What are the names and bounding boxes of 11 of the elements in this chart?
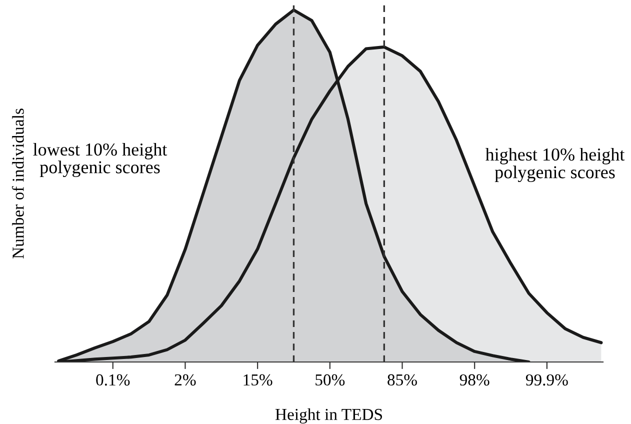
x-tick-label: 2% (174, 374, 196, 386)
x-tick-label: 85% (388, 374, 417, 386)
x-tick-label: 99.9% (526, 374, 568, 386)
x-tick-label: 50% (316, 374, 345, 386)
x-axis-title: Height in TEDS (275, 408, 382, 424)
annotation: lowest 10% height polygenic scores (33, 142, 168, 178)
x-tick-label: 15% (244, 374, 272, 386)
x-tick-label: 0.1% (96, 374, 130, 386)
y-axis-title: Number of individuals (12, 108, 24, 258)
x-tick-label: 98% (460, 374, 490, 386)
annotation: highest 10% height polygenic scores (485, 148, 625, 182)
